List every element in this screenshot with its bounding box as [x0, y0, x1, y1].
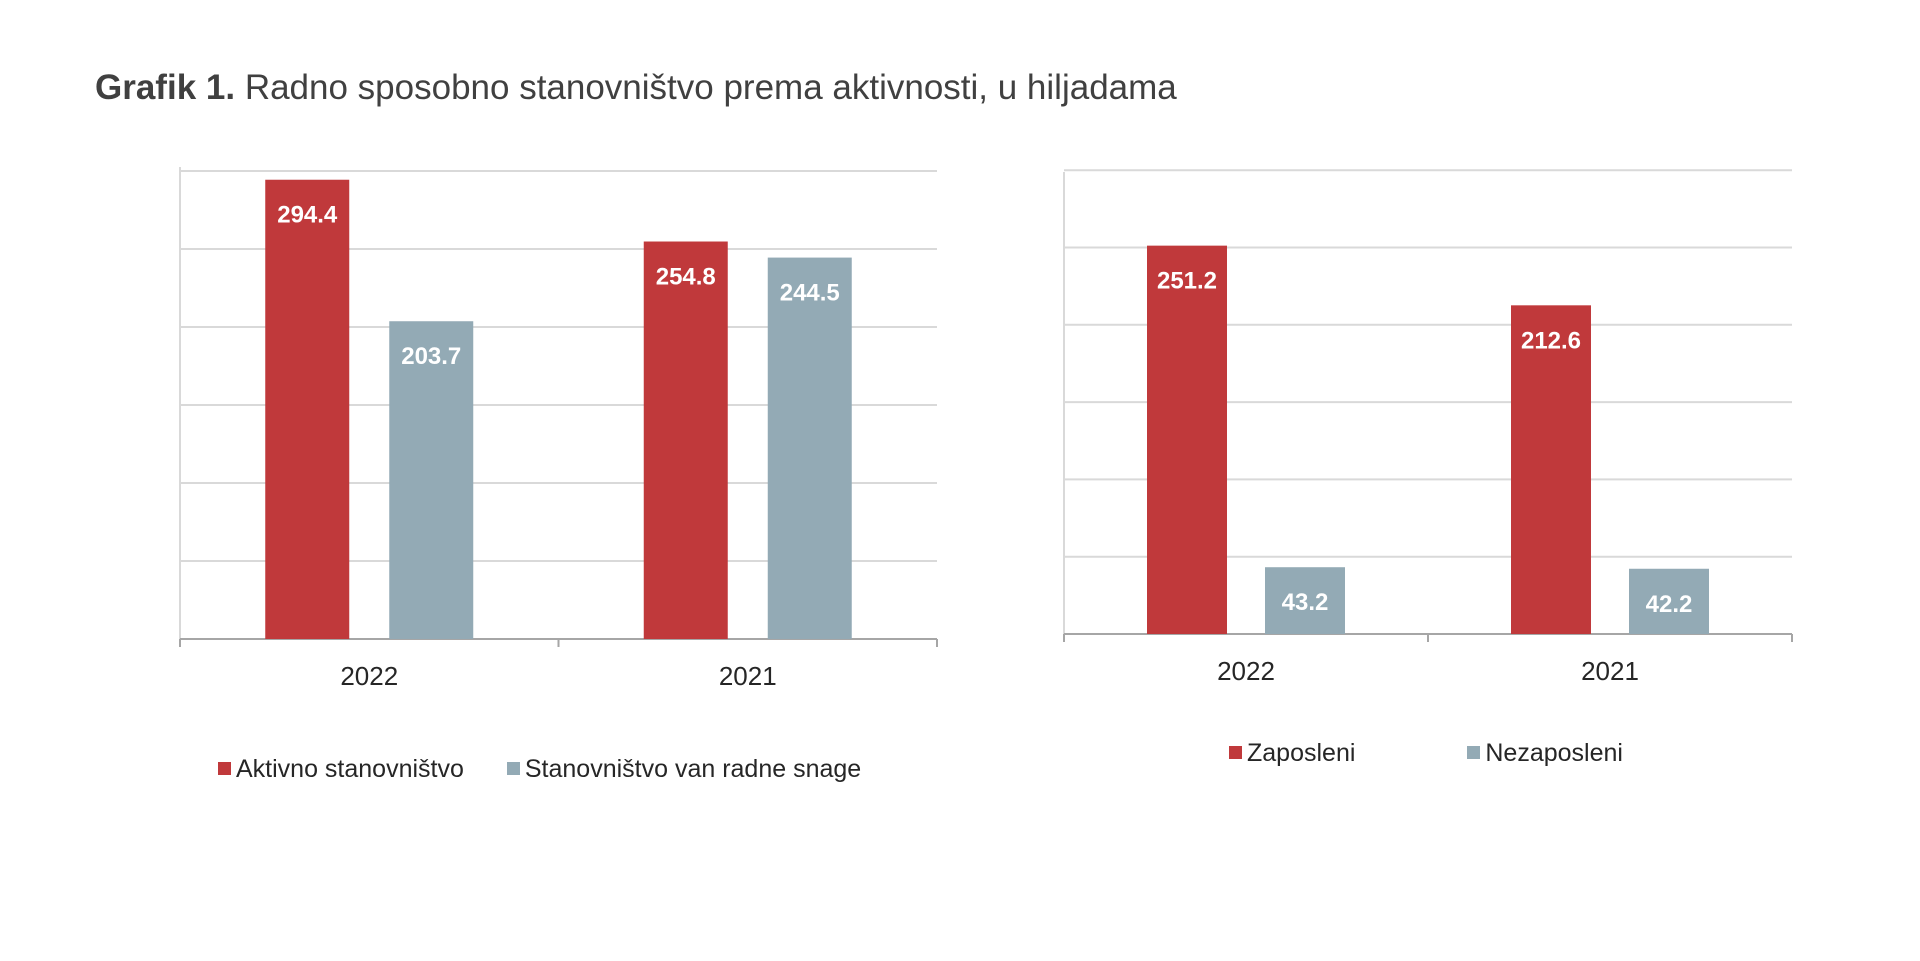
data-label: 212.6 [1521, 327, 1581, 354]
legend-label: Nezaposleni [1485, 738, 1623, 767]
category-label: 2022 [1217, 656, 1275, 686]
category-label: 2021 [719, 661, 777, 691]
title-label: Grafik 1. [95, 68, 236, 107]
data-label: 43.2 [1282, 589, 1329, 616]
legend-label: Aktivno stanovništvo [236, 754, 464, 783]
category-label: 2022 [340, 661, 398, 691]
bar-red [1511, 305, 1591, 634]
page-title: Grafik 1. Radno sposobno stanovništvo pr… [95, 68, 1177, 108]
bar-grey [1265, 567, 1345, 634]
bar-red [1147, 245, 1227, 634]
bar-red [265, 179, 350, 639]
legend-item-series-2: Stanovništvo van radne snage [506, 754, 862, 784]
bar-grey [767, 257, 852, 639]
legend-item-series-2: Nezaposleni [1467, 739, 1623, 768]
legend-swatch-grey [506, 761, 520, 775]
chart-1-legend: Aktivno stanovništvo Stanovništvo van ra… [218, 754, 861, 784]
bar-red [643, 241, 728, 639]
legend-label: Stanovništvo van radne snage [524, 754, 862, 783]
legend-swatch-grey [1467, 745, 1481, 759]
legend-label: Zaposleni [1247, 738, 1356, 767]
legend-swatch-red [218, 761, 231, 775]
bar-grey [389, 321, 474, 639]
title-text: Radno sposobno stanovništvo prema aktivn… [244, 68, 1177, 107]
category-label: 2021 [1581, 656, 1639, 686]
chart-2-legend: Zaposleni Nezaposleni [1229, 738, 1623, 768]
legend-item-series-1: Zaposleni [1229, 739, 1355, 768]
data-label: 244.5 [780, 280, 840, 307]
bar-grey [1629, 568, 1709, 634]
data-label: 294.4 [277, 202, 338, 229]
data-label: 254.8 [656, 264, 716, 291]
data-label: 42.2 [1646, 591, 1693, 618]
data-label: 203.7 [401, 343, 461, 370]
legend-item-series-1: Aktivno stanovništvo [218, 755, 464, 784]
legend-swatch-red [1229, 745, 1242, 759]
data-label: 251.2 [1157, 268, 1217, 295]
